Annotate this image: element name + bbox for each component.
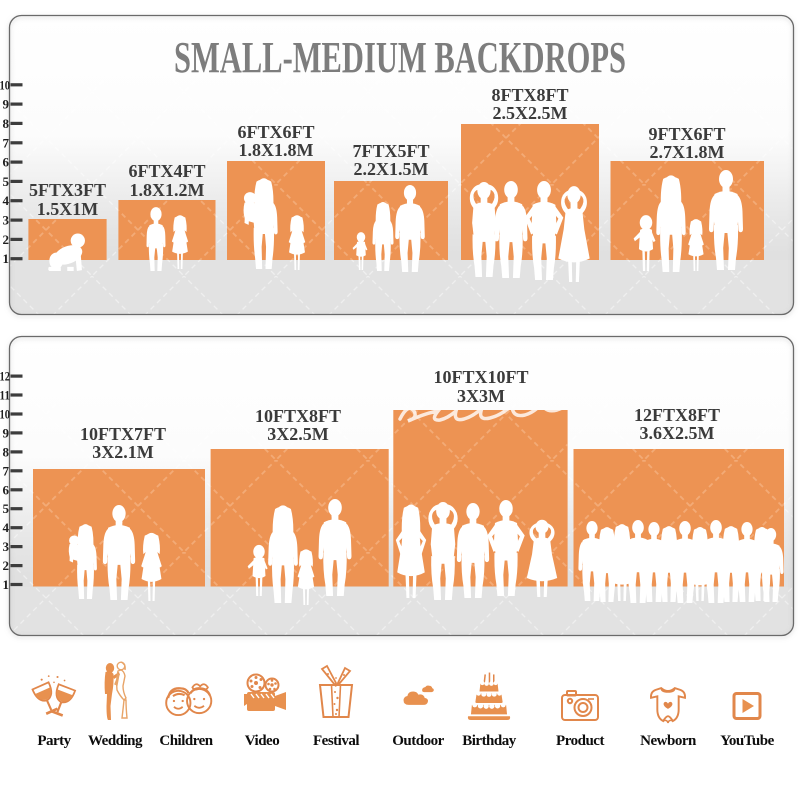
svg-text:1.8X1.8M: 1.8X1.8M [239, 140, 314, 160]
svg-text:9: 9 [3, 425, 10, 440]
svg-text:1: 1 [3, 251, 10, 266]
svg-text:3X2.1M: 3X2.1M [92, 442, 154, 462]
svg-text:2.5X2.5M: 2.5X2.5M [493, 103, 568, 123]
svg-text:Product: Product [556, 733, 604, 749]
svg-text:Festival: Festival [313, 733, 359, 749]
svg-text:10: 10 [0, 77, 10, 92]
svg-text:11: 11 [0, 388, 10, 403]
svg-text:8: 8 [3, 444, 10, 459]
svg-text:SMALL-MEDIUM BACKDROPS: SMALL-MEDIUM BACKDROPS [174, 33, 626, 82]
svg-text:3X3M: 3X3M [457, 386, 505, 406]
svg-text:12FTX8FT: 12FTX8FT [634, 405, 720, 425]
svg-text:8FTX8FT: 8FTX8FT [491, 85, 568, 105]
svg-text:7FTX5FT: 7FTX5FT [352, 141, 429, 161]
svg-text:10FTX8FT: 10FTX8FT [255, 406, 341, 426]
svg-text:5FTX3FT: 5FTX3FT [29, 180, 106, 200]
svg-text:YouTube: YouTube [720, 733, 774, 749]
svg-text:9: 9 [3, 97, 10, 112]
svg-text:Children: Children [159, 733, 213, 749]
svg-text:2: 2 [3, 558, 10, 573]
svg-text:12: 12 [0, 369, 10, 384]
svg-text:6FTX4FT: 6FTX4FT [128, 161, 205, 181]
svg-text:6: 6 [3, 155, 10, 170]
svg-text:4: 4 [3, 193, 10, 208]
svg-text:2.2X1.5M: 2.2X1.5M [354, 159, 429, 179]
svg-text:8: 8 [3, 116, 10, 131]
svg-text:Video: Video [245, 733, 279, 749]
svg-text:10: 10 [0, 407, 10, 422]
svg-text:3: 3 [3, 213, 10, 228]
svg-text:3X2.5M: 3X2.5M [267, 424, 329, 444]
svg-text:4: 4 [3, 520, 10, 535]
svg-text:3.6X2.5M: 3.6X2.5M [640, 423, 715, 443]
svg-text:5: 5 [3, 501, 10, 516]
svg-text:2.7X1.8M: 2.7X1.8M [650, 142, 725, 162]
svg-text:7: 7 [3, 463, 10, 478]
svg-text:3: 3 [3, 539, 10, 554]
svg-text:6FTX6FT: 6FTX6FT [237, 122, 314, 142]
svg-text:9FTX6FT: 9FTX6FT [648, 124, 725, 144]
svg-text:7: 7 [3, 135, 10, 150]
svg-text:Wedding: Wedding [88, 733, 143, 749]
svg-text:1: 1 [3, 577, 10, 592]
svg-text:Outdoor: Outdoor [392, 733, 444, 749]
svg-text:Birthday: Birthday [462, 733, 517, 749]
svg-text:6: 6 [3, 482, 10, 497]
svg-text:1.5X1M: 1.5X1M [37, 199, 99, 219]
svg-text:Newborn: Newborn [640, 733, 697, 749]
svg-text:Party: Party [37, 733, 71, 749]
svg-text:10FTX10FT: 10FTX10FT [433, 367, 528, 387]
svg-text:1.8X1.2M: 1.8X1.2M [130, 180, 205, 200]
svg-text:2: 2 [3, 232, 10, 247]
svg-text:10FTX7FT: 10FTX7FT [80, 424, 166, 444]
svg-text:5: 5 [3, 174, 10, 189]
